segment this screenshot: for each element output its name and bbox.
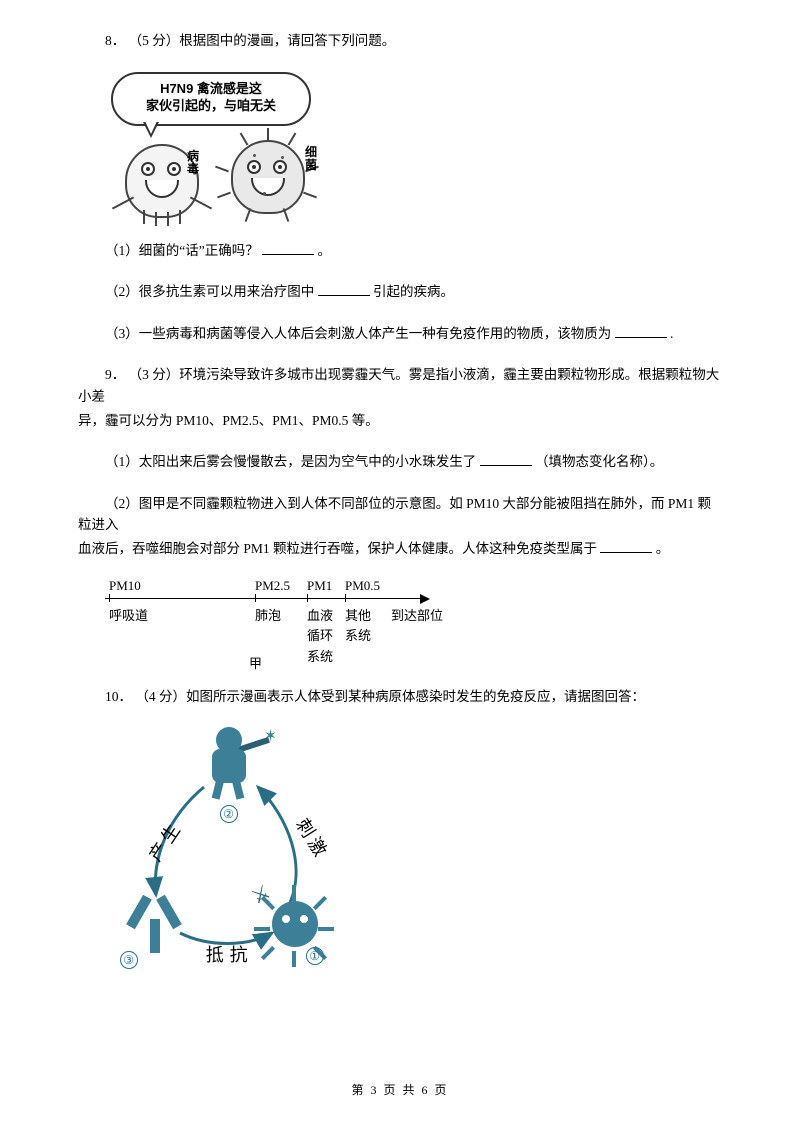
bubble-tail-icon [143, 122, 159, 138]
q9-sub1: （1）太阳出来后雾会慢慢散去，是因为空气中的小水珠发生了 （填物态变化名称）。 [78, 451, 722, 473]
blank-input[interactable] [615, 323, 667, 338]
pm-bottom-label: 肺泡 [255, 606, 281, 627]
pm-bottom-label: 血液循环系统 [307, 606, 333, 668]
q10-figure: ✶ ② ⚔ ① ③ [108, 727, 358, 967]
q8-figure: H7N9 禽流感是这 家伙引起的，与咱无关 [105, 72, 722, 222]
exam-page: 8． （5 分）根据图中的漫画，请回答下列问题。 H7N9 禽流感是这 家伙引起… [0, 0, 800, 967]
q9-sub2-line1: （2）图甲是不同霾颗粒物进入到人体不同部位的示意图。如 PM10 大部分能被阻挡… [78, 493, 722, 536]
arrow-right-icon [420, 594, 430, 604]
q8-sub3: （3）一些病毒和病菌等侵入人体后会刺激人体产生一种有免疫作用的物质，该物质为 . [78, 323, 722, 345]
q8-stem: 8． （5 分）根据图中的漫画，请回答下列问题。 [78, 30, 722, 52]
bacteria-icon [231, 140, 305, 214]
pm-bottom-label: 其他系统 [345, 606, 371, 648]
bubble-line1: H7N9 禽流感是这 [160, 81, 262, 96]
q9-pm-diagram: PM10PM2.5PM1PM0.5 到达部位 甲 呼吸道肺泡血液循环系统其他系统 [105, 580, 722, 668]
edge-resist-label: 抵抗 [206, 941, 254, 970]
q8-sub2: （2）很多抗生素可以用来治疗图中 引起的疾病。 [78, 281, 722, 303]
pm-end-label: 到达部位 [391, 606, 443, 627]
pm-top-label: PM2.5 [255, 576, 290, 597]
node-1-label: ① [306, 945, 324, 967]
q9-sub2-line2: 血液后，吞噬细胞会对部分 PM1 颗粒进行吞噬，保护人体健康。人体这种免疫类型属… [78, 538, 722, 560]
node-2-label: ② [220, 803, 238, 825]
pm-top-label: PM10 [109, 576, 141, 597]
q9-stem-line2: 异，霾可以分为 PM10、PM2.5、PM1、PM0.5 等。 [78, 410, 722, 432]
pm-top-label: PM0.5 [345, 576, 380, 597]
q8-sub1: （1）细菌的“话”正确吗？ 。 [78, 240, 722, 262]
node-3-label: ③ [120, 949, 138, 971]
q10-stem: 10． （4 分）如图所示漫画表示人体受到某种病原体感染时发生的免疫反应，请据图… [78, 686, 722, 708]
pm-bottom-label: 呼吸道 [109, 606, 148, 627]
page-footer: 第 3 页 共 6 页 [0, 1081, 800, 1098]
immune-cell-icon: ✶ [190, 723, 270, 803]
bubble-line2: 家伙引起的，与咱无关 [146, 98, 276, 113]
virus-label: 病毒 [187, 150, 199, 176]
blank-input[interactable] [318, 282, 370, 297]
antibody-icon [126, 889, 182, 955]
pm-caption: 甲 [249, 654, 262, 675]
blank-input[interactable] [262, 240, 314, 255]
q9-stem-line1: 9． （3 分）环境污染导致许多城市出现雾霾天气。雾是指小液滴，霾主要由颗粒物形… [78, 364, 722, 407]
speech-bubble: H7N9 禽流感是这 家伙引起的，与咱无关 [111, 72, 311, 126]
blank-input[interactable] [480, 452, 532, 467]
blank-input[interactable] [600, 538, 652, 553]
bacteria-label: 细菌 [305, 146, 317, 172]
pm-top-label: PM1 [307, 576, 332, 597]
